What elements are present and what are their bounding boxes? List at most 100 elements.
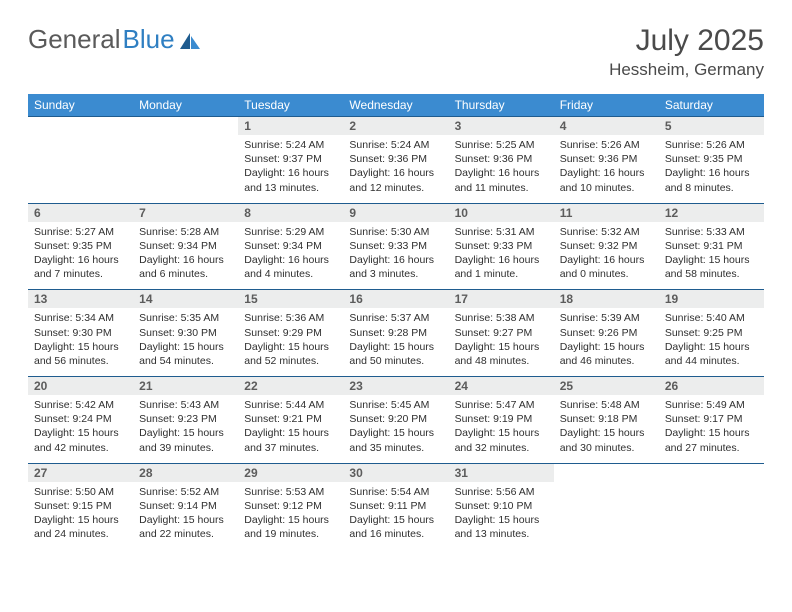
sunrise-text: Sunrise: 5:39 AM <box>560 311 653 325</box>
calendar-cell: 17Sunrise: 5:38 AMSunset: 9:27 PMDayligh… <box>449 290 554 377</box>
day-number: 19 <box>659 290 764 308</box>
day-number: 16 <box>343 290 448 308</box>
daylight-text: Daylight: 16 hours and 0 minutes. <box>560 253 653 281</box>
day-number: 29 <box>238 464 343 482</box>
daylight-text: Daylight: 15 hours and 39 minutes. <box>139 426 232 454</box>
calendar-cell: 12Sunrise: 5:33 AMSunset: 9:31 PMDayligh… <box>659 203 764 290</box>
calendar-cell: 23Sunrise: 5:45 AMSunset: 9:20 PMDayligh… <box>343 377 448 464</box>
day-body: Sunrise: 5:38 AMSunset: 9:27 PMDaylight:… <box>449 308 554 376</box>
sunset-text: Sunset: 9:36 PM <box>455 152 548 166</box>
daylight-text: Daylight: 16 hours and 4 minutes. <box>244 253 337 281</box>
weekday-header: Monday <box>133 94 238 117</box>
day-number: 6 <box>28 204 133 222</box>
day-body: Sunrise: 5:54 AMSunset: 9:11 PMDaylight:… <box>343 482 448 550</box>
daylight-text: Daylight: 15 hours and 16 minutes. <box>349 513 442 541</box>
sunrise-text: Sunrise: 5:35 AM <box>139 311 232 325</box>
sunset-text: Sunset: 9:36 PM <box>349 152 442 166</box>
calendar-cell: 10Sunrise: 5:31 AMSunset: 9:33 PMDayligh… <box>449 203 554 290</box>
logo-sail-icon <box>179 32 201 50</box>
day-number: 13 <box>28 290 133 308</box>
sunset-text: Sunset: 9:36 PM <box>560 152 653 166</box>
calendar-cell: .. <box>554 463 659 549</box>
sunrise-text: Sunrise: 5:56 AM <box>455 485 548 499</box>
sunrise-text: Sunrise: 5:49 AM <box>665 398 758 412</box>
daylight-text: Daylight: 15 hours and 54 minutes. <box>139 340 232 368</box>
day-number: 9 <box>343 204 448 222</box>
day-body: Sunrise: 5:50 AMSunset: 9:15 PMDaylight:… <box>28 482 133 550</box>
daylight-text: Daylight: 15 hours and 44 minutes. <box>665 340 758 368</box>
day-body: Sunrise: 5:26 AMSunset: 9:35 PMDaylight:… <box>659 135 764 203</box>
day-body: Sunrise: 5:52 AMSunset: 9:14 PMDaylight:… <box>133 482 238 550</box>
calendar-cell: 29Sunrise: 5:53 AMSunset: 9:12 PMDayligh… <box>238 463 343 549</box>
day-body: Sunrise: 5:28 AMSunset: 9:34 PMDaylight:… <box>133 222 238 290</box>
sunset-text: Sunset: 9:12 PM <box>244 499 337 513</box>
sunrise-text: Sunrise: 5:43 AM <box>139 398 232 412</box>
day-body: Sunrise: 5:36 AMSunset: 9:29 PMDaylight:… <box>238 308 343 376</box>
sunset-text: Sunset: 9:15 PM <box>34 499 127 513</box>
daylight-text: Daylight: 15 hours and 19 minutes. <box>244 513 337 541</box>
calendar-cell: 21 Sunrise: 5:43 AMSunset: 9:23 PMDayligh… <box>133 377 238 464</box>
sunrise-text: Sunrise: 5:29 AM <box>244 225 337 239</box>
day-number: 8 <box>238 204 343 222</box>
day-body: Sunrise: 5:32 AMSunset: 9:32 PMDaylight:… <box>554 222 659 290</box>
weekday-header: Friday <box>554 94 659 117</box>
calendar-cell: .. <box>133 117 238 204</box>
calendar-cell: 18Sunrise: 5:39 AMSunset: 9:26 PMDayligh… <box>554 290 659 377</box>
sunset-text: Sunset: 9:30 PM <box>139 326 232 340</box>
calendar-cell: 27Sunrise: 5:50 AMSunset: 9:15 PMDayligh… <box>28 463 133 549</box>
sunrise-text: Sunrise: 5:33 AM <box>665 225 758 239</box>
calendar-row: 20Sunrise: 5:42 AMSunset: 9:24 PMDayligh… <box>28 377 764 464</box>
sunrise-text: Sunrise: 5:26 AM <box>560 138 653 152</box>
logo-text-1: General <box>28 24 121 55</box>
calendar-cell: 13Sunrise: 5:34 AMSunset: 9:30 PMDayligh… <box>28 290 133 377</box>
sunrise-text: Sunrise: 5:36 AM <box>244 311 337 325</box>
sunset-text: Sunset: 9:33 PM <box>349 239 442 253</box>
day-number: 24 <box>449 377 554 395</box>
daylight-text: Daylight: 16 hours and 6 minutes. <box>139 253 232 281</box>
day-number: 20 <box>28 377 133 395</box>
day-number: 22 <box>238 377 343 395</box>
sunrise-text: Sunrise: 5:38 AM <box>455 311 548 325</box>
sunset-text: Sunset: 9:14 PM <box>139 499 232 513</box>
daylight-text: Daylight: 16 hours and 3 minutes. <box>349 253 442 281</box>
sunset-text: Sunset: 9:23 PM <box>139 412 232 426</box>
weekday-header: Thursday <box>449 94 554 117</box>
day-number: 5 <box>659 117 764 135</box>
sunset-text: Sunset: 9:17 PM <box>665 412 758 426</box>
title-month: July 2025 <box>609 24 764 58</box>
logo-text-2: Blue <box>123 24 175 55</box>
daylight-text: Daylight: 15 hours and 30 minutes. <box>560 426 653 454</box>
sunrise-text: Sunrise: 5:31 AM <box>455 225 548 239</box>
calendar-cell: 5Sunrise: 5:26 AMSunset: 9:35 PMDaylight… <box>659 117 764 204</box>
daylight-text: Daylight: 15 hours and 35 minutes. <box>349 426 442 454</box>
calendar-cell: 16Sunrise: 5:37 AMSunset: 9:28 PMDayligh… <box>343 290 448 377</box>
day-body: Sunrise: 5:24 AMSunset: 9:36 PMDaylight:… <box>343 135 448 203</box>
sunrise-text: Sunrise: 5:30 AM <box>349 225 442 239</box>
day-body: Sunrise: 5:47 AMSunset: 9:19 PMDaylight:… <box>449 395 554 463</box>
daylight-text: Daylight: 16 hours and 11 minutes. <box>455 166 548 194</box>
sunrise-text: Sunrise: 5:45 AM <box>349 398 442 412</box>
calendar-cell: 31Sunrise: 5:56 AMSunset: 9:10 PMDayligh… <box>449 463 554 549</box>
day-number: 11 <box>554 204 659 222</box>
day-body: Sunrise: 5:48 AMSunset: 9:18 PMDaylight:… <box>554 395 659 463</box>
day-number: 10 <box>449 204 554 222</box>
daylight-text: Daylight: 16 hours and 12 minutes. <box>349 166 442 194</box>
calendar-row: ....1Sunrise: 5:24 AMSunset: 9:37 PMDayl… <box>28 117 764 204</box>
daylight-text: Daylight: 15 hours and 56 minutes. <box>34 340 127 368</box>
day-number: 14 <box>133 290 238 308</box>
sunrise-text: Sunrise: 5:37 AM <box>349 311 442 325</box>
calendar-table: SundayMondayTuesdayWednesdayThursdayFrid… <box>28 94 764 549</box>
day-body: Sunrise: 5:53 AMSunset: 9:12 PMDaylight:… <box>238 482 343 550</box>
sunrise-text: Sunrise: 5:48 AM <box>560 398 653 412</box>
sunset-text: Sunset: 9:33 PM <box>455 239 548 253</box>
day-number: 21 <box>133 377 238 395</box>
day-body: Sunrise: 5:37 AMSunset: 9:28 PMDaylight:… <box>343 308 448 376</box>
daylight-text: Daylight: 15 hours and 32 minutes. <box>455 426 548 454</box>
calendar-row: 6Sunrise: 5:27 AMSunset: 9:35 PMDaylight… <box>28 203 764 290</box>
sunrise-text: Sunrise: 5:50 AM <box>34 485 127 499</box>
day-number: 7 <box>133 204 238 222</box>
sunset-text: Sunset: 9:32 PM <box>560 239 653 253</box>
day-number: 12 <box>659 204 764 222</box>
daylight-text: Daylight: 15 hours and 50 minutes. <box>349 340 442 368</box>
sunset-text: Sunset: 9:29 PM <box>244 326 337 340</box>
